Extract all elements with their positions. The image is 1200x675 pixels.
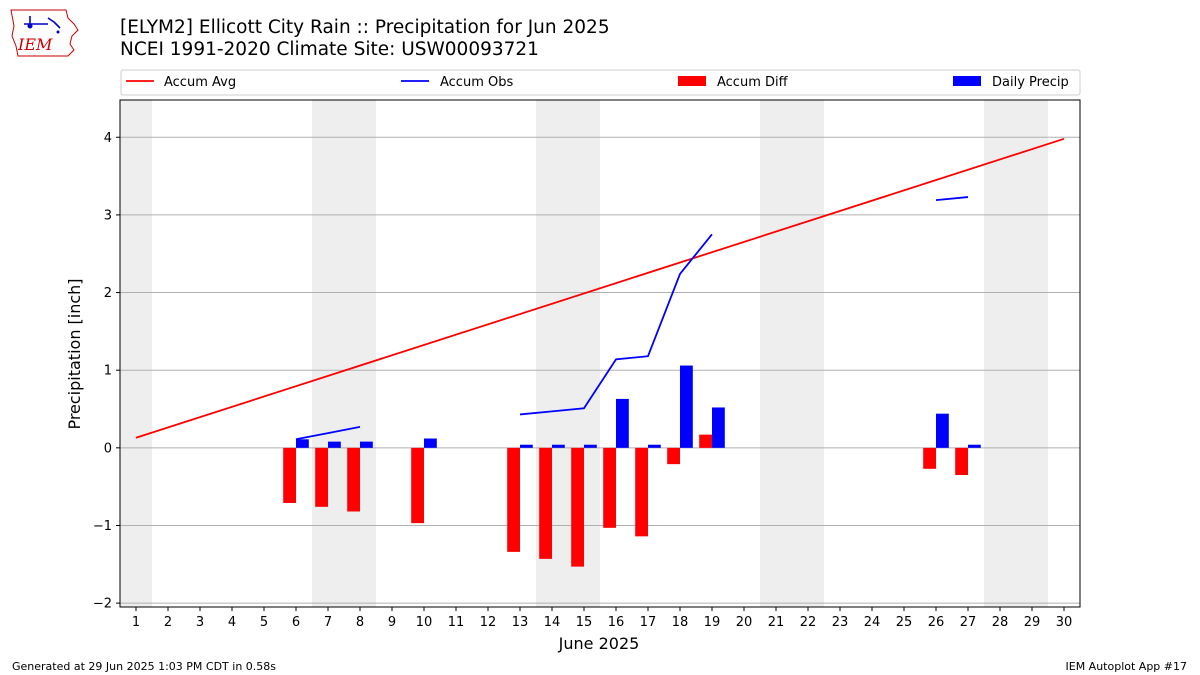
daily-precip-bar-day-26 [936, 413, 949, 448]
chart-subtitle: NCEI 1991-2020 Climate Site: USW00093721 [120, 39, 539, 60]
x-tick-label: 15 [576, 615, 593, 630]
x-tick-label: 28 [992, 615, 1009, 630]
daily-precip-bar-day-8 [360, 441, 373, 448]
x-tick-label: 5 [260, 615, 268, 630]
weekend-shade-2 [536, 100, 600, 607]
x-tick-label: 17 [640, 615, 657, 630]
daily-precip-bar-day-17 [648, 444, 661, 448]
weekend-shade-3 [760, 100, 824, 607]
daily-precip-bar-day-18 [680, 365, 693, 448]
daily-precip-bar-day-19 [712, 407, 725, 448]
x-tick-label: 4 [228, 615, 236, 630]
y-tick-label: −2 [93, 597, 112, 612]
x-tick-label: 14 [544, 615, 561, 630]
gridlines [120, 136, 1080, 604]
daily-precip-bar-day-13 [520, 444, 533, 448]
chart-title: [ELYM2] Ellicott City Rain :: Precipitat… [120, 17, 610, 38]
accum-obs-line-segment-0 [295, 425, 361, 441]
daily-precip-bar-day-10 [424, 438, 437, 448]
y-tick-label: 0 [104, 441, 112, 456]
accum-diff-bar-day-6 [283, 447, 296, 503]
x-tick-label: 12 [480, 615, 497, 630]
x-tick-label: 23 [832, 615, 849, 630]
x-tick-label: 3 [196, 615, 204, 630]
legend-label-accum-diff: Accum Diff [717, 75, 789, 90]
accum-obs-line-segment-1 [519, 233, 713, 416]
x-tick-label: 9 [388, 615, 396, 630]
daily-precip-bar-day-15 [584, 444, 597, 448]
chart-legend: Accum Avg Accum Obs Accum Diff Daily Pre… [120, 69, 1081, 96]
accum-diff-bar-day-8 [347, 447, 360, 512]
x-tick-label: 30 [1056, 615, 1073, 630]
accum-obs-line-segment-2 [935, 196, 969, 202]
y-tick-label: 2 [104, 286, 112, 301]
weekend-shading [120, 100, 1048, 607]
plot-frame [119, 99, 1081, 608]
x-tick-label: 1 [132, 615, 140, 630]
x-tick-label: 16 [608, 615, 625, 630]
accum-diff-bar-day-14 [539, 447, 552, 559]
legend-swatch-daily-precip [953, 76, 981, 86]
iem-logo: IEM [10, 9, 79, 57]
weekend-shade-0 [120, 100, 152, 607]
daily-precip-bar-day-6 [296, 439, 309, 448]
legend-label-accum-obs: Accum Obs [440, 75, 513, 90]
x-tick-label: 26 [928, 615, 945, 630]
x-tick-label: 8 [356, 615, 364, 630]
x-tick-label: 11 [448, 615, 465, 630]
weekend-shade-1 [312, 100, 376, 607]
x-tick-label: 21 [768, 615, 785, 630]
x-tick-label: 13 [512, 615, 529, 630]
bars [283, 365, 981, 567]
x-tick-label: 2 [164, 615, 172, 630]
accum-avg-line [135, 137, 1065, 439]
daily-precip-bar-day-27 [968, 444, 981, 448]
y-axis-label: Precipitation [inch] [65, 278, 84, 429]
x-tick-label: 29 [1024, 615, 1041, 630]
accum-diff-bar-day-17 [635, 447, 648, 537]
x-tick-label: 24 [864, 615, 881, 630]
accum-diff-bar-day-16 [603, 447, 616, 528]
legend-swatch-accum-diff [678, 76, 706, 86]
autoplot-app-label: IEM Autoplot App #17 [1065, 660, 1188, 673]
accum-diff-bar-day-19 [699, 434, 712, 448]
generated-timestamp: Generated at 29 Jun 2025 1:03 PM CDT in … [12, 660, 277, 673]
weekend-shade-4 [984, 100, 1048, 607]
legend-label-accum-avg: Accum Avg [164, 75, 236, 90]
x-tick-label: 18 [672, 615, 689, 630]
y-tick-label: −1 [93, 519, 112, 534]
accum-diff-bar-day-18 [667, 447, 680, 465]
daily-precip-bar-day-7 [328, 441, 341, 448]
x-tick-label: 25 [896, 615, 913, 630]
legend-label-daily-precip: Daily Precip [992, 75, 1069, 90]
y-tick-label: 1 [104, 364, 112, 379]
accum-diff-bar-day-27 [955, 447, 968, 476]
x-axis-label: June 2025 [558, 634, 640, 653]
x-tick-label: 27 [960, 615, 977, 630]
x-tick-label: 7 [324, 615, 332, 630]
logo-text: IEM [17, 35, 53, 54]
accum-diff-bar-day-26 [923, 447, 936, 469]
x-tick-label: 20 [736, 615, 753, 630]
accum-diff-bar-day-13 [507, 447, 520, 552]
x-tick-label: 22 [800, 615, 817, 630]
x-tick-label: 19 [704, 615, 721, 630]
daily-precip-bar-day-16 [616, 398, 629, 448]
y-tick-label: 4 [104, 131, 112, 146]
accum-diff-bar-day-7 [315, 447, 328, 507]
lines [135, 137, 1065, 441]
x-tick-label: 6 [292, 615, 300, 630]
accum-diff-bar-day-10 [411, 447, 424, 524]
x-tick-label: 10 [416, 615, 433, 630]
accum-diff-bar-day-15 [571, 447, 584, 567]
y-tick-label: 3 [104, 208, 112, 223]
weather-station-icon [24, 16, 61, 29]
daily-precip-bar-day-14 [552, 444, 565, 448]
